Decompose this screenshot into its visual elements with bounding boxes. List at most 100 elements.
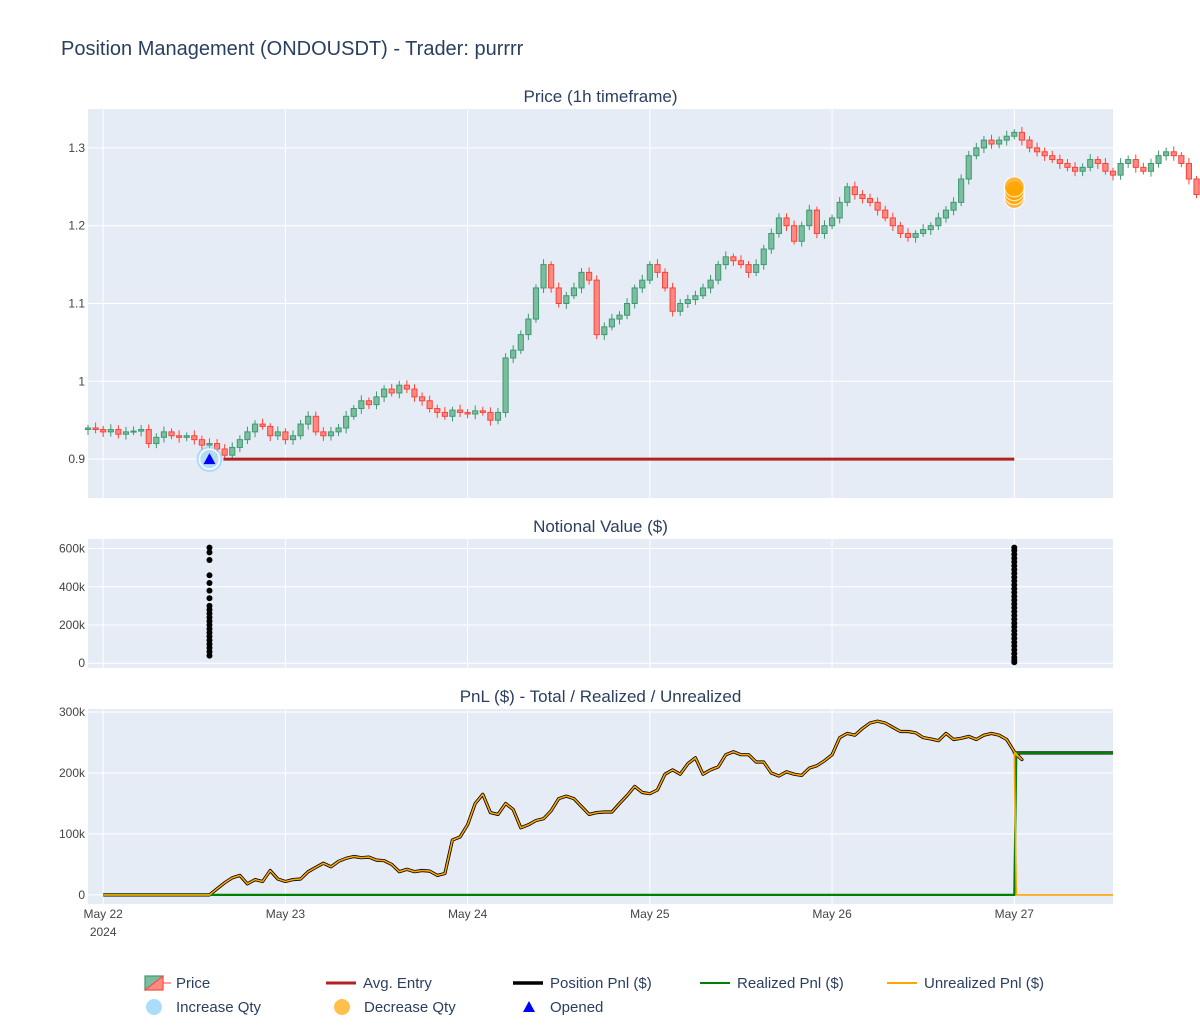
candle-body (183, 435, 190, 438)
candle (92, 422, 99, 434)
candle (145, 424, 152, 448)
notional-point (206, 595, 213, 602)
candle (525, 313, 532, 341)
legend: Price Avg. Entry Position Pnl ($) Realized … (143, 974, 1044, 1016)
candle-body (244, 431, 251, 441)
candle (1056, 154, 1063, 169)
candle-body (669, 287, 676, 312)
candle (510, 345, 517, 364)
candle-body (1041, 151, 1048, 157)
candle (677, 298, 684, 316)
candle (935, 212, 942, 230)
candle (950, 197, 957, 216)
y-tick-label: 200k (59, 766, 86, 780)
candle (198, 435, 205, 451)
candle-body (828, 217, 836, 227)
candle-body (1026, 139, 1033, 149)
candle-body (1163, 151, 1170, 157)
candle (836, 196, 843, 224)
candle-body (912, 232, 919, 238)
candle (1049, 150, 1056, 164)
candle (942, 205, 950, 223)
x-tick-label: May 23 (266, 907, 306, 921)
candle (153, 433, 160, 449)
candle (798, 221, 805, 247)
candle (996, 136, 1003, 149)
candle (168, 428, 175, 440)
candle (479, 406, 486, 416)
candle (616, 311, 623, 325)
candle-body (532, 287, 540, 320)
candle-body (859, 194, 866, 199)
candle (874, 197, 881, 216)
candle (813, 206, 820, 239)
candle (472, 405, 479, 420)
candle-body (722, 256, 729, 266)
candle-body (411, 388, 418, 398)
notional-point (206, 587, 213, 594)
candle (343, 410, 350, 434)
candle (775, 213, 783, 238)
candle-body (456, 409, 464, 413)
notional-series (1011, 544, 1018, 666)
candle-body (1140, 166, 1147, 172)
candle-body (866, 197, 874, 203)
candle (973, 142, 980, 160)
x-tick-label: May 22 (84, 907, 124, 921)
candle-body (548, 264, 555, 289)
candle-body (851, 186, 858, 196)
candle-body (1087, 159, 1094, 168)
candle (1011, 129, 1018, 140)
candle (365, 397, 373, 410)
candle (1170, 146, 1177, 161)
candle (441, 407, 448, 420)
candle-body (904, 232, 912, 238)
candle (289, 430, 297, 445)
candle (381, 385, 388, 403)
candle-body (699, 287, 707, 297)
candle (692, 290, 699, 305)
candle-body (684, 299, 691, 304)
candle (654, 259, 661, 278)
unrealized-pnl-line (103, 720, 1113, 896)
legend-item-decrease-qty: Decrease Qty (334, 999, 456, 1016)
candle (980, 135, 988, 154)
candle-body (1018, 131, 1025, 141)
candle (411, 384, 418, 402)
candle-body (563, 295, 570, 305)
notional-series (206, 544, 213, 659)
y-tick-label: 0 (78, 656, 85, 670)
candle-body (1185, 162, 1193, 180)
candle (768, 228, 775, 254)
candle-body (358, 400, 365, 410)
candle (122, 426, 130, 440)
candle (828, 214, 836, 230)
candle-body (1109, 170, 1117, 176)
candle-body (1064, 162, 1071, 168)
candle (312, 411, 319, 436)
candle-body (479, 410, 486, 413)
candle-body (965, 155, 972, 180)
candle (897, 221, 904, 239)
subplot-title: PnL ($) - Total / Realized / Unrealized (460, 687, 742, 706)
notional-point (206, 579, 213, 586)
candle-body (327, 431, 335, 437)
candle-body (631, 287, 638, 305)
opened-marker (203, 453, 216, 465)
panel-1: 0.9 1 1.1 1.2 1.3 Price (1h timeframe) (68, 87, 1200, 498)
candle-body (168, 431, 175, 437)
legend-label: Decrease Qty (364, 999, 456, 1016)
x-tick-sublabel: 2024 (90, 925, 117, 939)
candle-body (441, 411, 448, 417)
candle (608, 313, 615, 331)
candle (1132, 154, 1139, 173)
candle (639, 274, 646, 293)
candle-body (555, 287, 562, 305)
candle-body (1011, 131, 1018, 137)
y-tick-label: 0 (78, 888, 85, 902)
candle (494, 407, 502, 425)
candle (1018, 126, 1025, 146)
notional-point (206, 544, 213, 551)
candle-body (335, 427, 342, 433)
